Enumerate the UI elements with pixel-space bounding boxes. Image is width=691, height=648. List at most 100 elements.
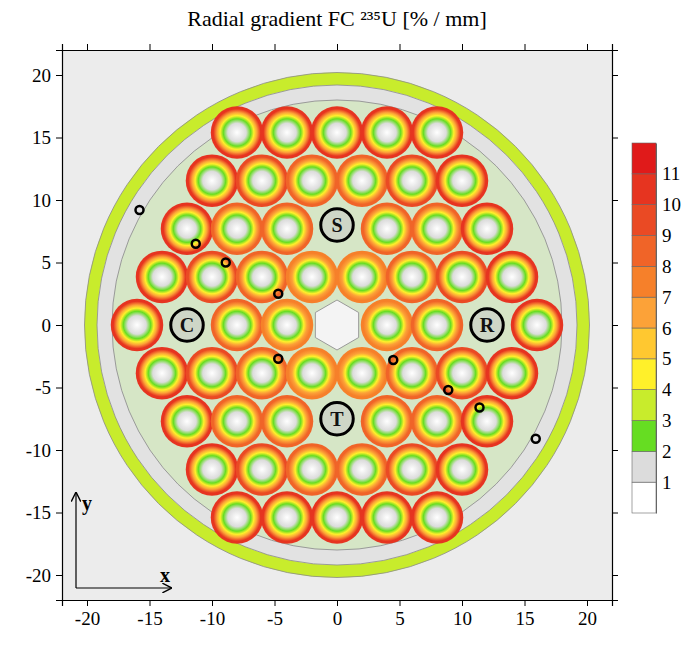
axis-line bbox=[56, 51, 63, 601]
pin-cell bbox=[111, 299, 164, 352]
tick-mark bbox=[612, 263, 618, 264]
tick: 0 bbox=[333, 600, 343, 629]
pin-cell bbox=[286, 443, 339, 496]
pin-cell bbox=[311, 106, 364, 159]
pin-cell bbox=[136, 251, 189, 304]
tick: -15 bbox=[137, 600, 162, 629]
pin-cell bbox=[186, 347, 239, 400]
tick: 0 bbox=[42, 315, 63, 336]
tick bbox=[337, 44, 338, 50]
colorbar-tick-label: 11 bbox=[662, 163, 680, 184]
tick-mark bbox=[612, 200, 618, 201]
tick bbox=[587, 44, 588, 50]
colorbar: 1234567891011 bbox=[632, 143, 681, 514]
pin-cell bbox=[361, 491, 414, 544]
colorbar-tick: 9 bbox=[656, 225, 672, 246]
tick-mark bbox=[587, 44, 588, 50]
channel-label: C bbox=[180, 314, 194, 336]
pin-cell bbox=[361, 299, 414, 352]
tick-mark bbox=[400, 44, 401, 50]
colorbar-tick: 2 bbox=[656, 441, 672, 462]
colorbar-tick: 6 bbox=[656, 318, 672, 339]
tick-label: -5 bbox=[35, 377, 51, 398]
detector bbox=[532, 435, 540, 443]
axis bbox=[63, 44, 613, 51]
tick-label: 15 bbox=[516, 608, 535, 629]
pin-cell bbox=[361, 106, 414, 159]
tick: 20 bbox=[578, 600, 597, 629]
colorbar-tick: 3 bbox=[656, 410, 672, 431]
tick bbox=[400, 44, 401, 50]
tick-mark bbox=[275, 44, 276, 50]
pin-cell bbox=[261, 299, 314, 352]
tick-label: -20 bbox=[75, 608, 100, 629]
tick-mark bbox=[612, 513, 618, 514]
detector bbox=[222, 259, 230, 267]
tick-mark bbox=[212, 44, 213, 50]
tick: 5 bbox=[42, 252, 63, 273]
tick-label: 5 bbox=[42, 252, 52, 273]
colorbar-axis: 1234567891011 bbox=[656, 144, 681, 514]
tick bbox=[462, 44, 463, 50]
pin-cell bbox=[486, 347, 539, 400]
pin-cell bbox=[186, 154, 239, 207]
tick-mark bbox=[56, 513, 62, 514]
pin-cell bbox=[261, 203, 314, 256]
tick: -20 bbox=[26, 565, 62, 586]
pin-cell bbox=[336, 251, 389, 304]
tick-label: 10 bbox=[32, 190, 51, 211]
pin-cell bbox=[211, 203, 264, 256]
pin-cell bbox=[211, 106, 264, 159]
tick-label: -10 bbox=[26, 440, 51, 461]
channel-label: T bbox=[330, 408, 344, 430]
tick: -20 bbox=[75, 600, 100, 629]
pin-cell bbox=[436, 347, 489, 400]
plot-area bbox=[62, 50, 612, 600]
channel bbox=[171, 309, 204, 342]
tick-mark bbox=[400, 600, 401, 606]
tick-mark bbox=[56, 325, 62, 326]
tick-mark bbox=[56, 263, 62, 264]
pin-cell bbox=[461, 203, 514, 256]
tick bbox=[212, 44, 213, 50]
tick-mark bbox=[525, 44, 526, 50]
tick-mark bbox=[87, 600, 88, 606]
chart-title: Radial gradient FC ²³⁵U [% / mm] bbox=[187, 6, 486, 31]
pin-cell bbox=[186, 443, 239, 496]
colorbar-tick: 10 bbox=[656, 194, 681, 215]
pin-cell bbox=[411, 106, 464, 159]
y-arrow bbox=[75, 493, 76, 588]
pin-cell bbox=[436, 443, 489, 496]
pin-cell bbox=[261, 395, 314, 448]
pin-cell bbox=[336, 347, 389, 400]
pin-cell bbox=[311, 491, 364, 544]
colorbar-tick: 4 bbox=[656, 379, 672, 400]
tick-label: -15 bbox=[26, 502, 51, 523]
tick-mark bbox=[87, 44, 88, 50]
pin-cell bbox=[211, 395, 264, 448]
pin-cell bbox=[286, 251, 339, 304]
tick-mark bbox=[612, 138, 618, 139]
tick-mark bbox=[612, 388, 618, 389]
tick-mark bbox=[612, 75, 618, 76]
pin-cell bbox=[386, 154, 439, 207]
colorbar-tick: 8 bbox=[656, 256, 672, 277]
tick: -5 bbox=[35, 377, 62, 398]
channel bbox=[471, 309, 504, 342]
tick-mark bbox=[612, 575, 618, 576]
colorbar-tick-label: 3 bbox=[662, 410, 672, 431]
tick-label: -15 bbox=[137, 608, 162, 629]
pin-cell bbox=[411, 395, 464, 448]
pin-cell bbox=[161, 395, 214, 448]
tick bbox=[525, 44, 526, 50]
axis-line bbox=[63, 601, 613, 607]
pin-cell bbox=[161, 203, 214, 256]
pin-cell bbox=[511, 299, 564, 352]
tick-label: 5 bbox=[395, 608, 405, 629]
axis-line bbox=[613, 51, 619, 601]
pin-cell bbox=[236, 347, 289, 400]
pin-cell bbox=[411, 203, 464, 256]
detector bbox=[136, 206, 144, 214]
axis bbox=[612, 51, 618, 601]
colorbar-bin bbox=[632, 359, 656, 390]
